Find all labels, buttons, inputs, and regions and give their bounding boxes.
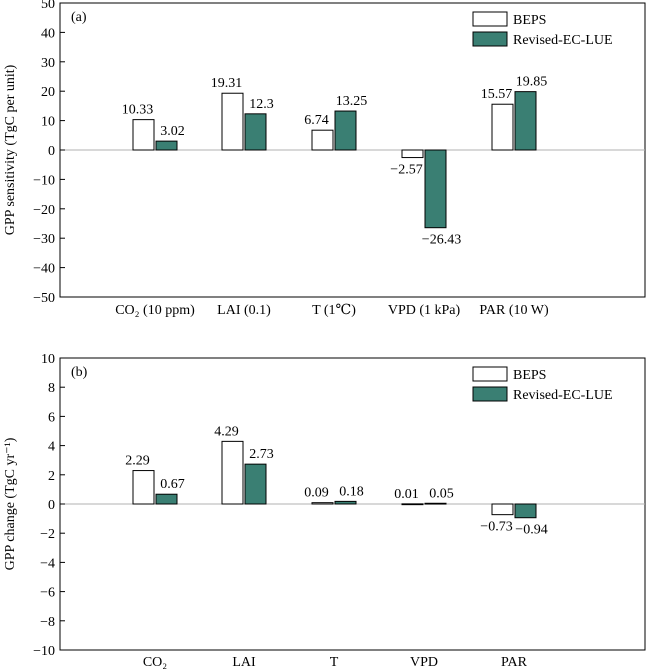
y-tick-label: 50 — [41, 0, 55, 12]
panel-label: (b) — [71, 365, 88, 380]
bar-beps — [491, 103, 514, 151]
legend-swatch-beps — [472, 366, 508, 382]
bar-value-label: 13.25 — [336, 94, 368, 109]
y-tick-label: −6 — [40, 586, 55, 601]
bar-value-label: −0.73 — [480, 520, 512, 535]
bar-value-label: −0.94 — [515, 523, 547, 538]
bar-beps — [311, 502, 334, 505]
y-tick-label: −4 — [40, 556, 55, 571]
category-label: T — [330, 655, 339, 670]
y-tick-label: −20 — [33, 203, 55, 218]
y-tick-label: −8 — [40, 615, 55, 630]
legend-label: BEPS — [513, 368, 546, 383]
bar-value-label: −26.43 — [422, 233, 461, 248]
category-label: PAR (10 W) — [479, 303, 549, 318]
chart-panel-a: −50 −40 −30 −20 −10 0 10 20 30 40 50 GPP sensitivit… — [3, 0, 646, 318]
bar-beps — [311, 129, 334, 151]
bar-value-label: 4.29 — [214, 424, 239, 439]
legend-swatch-revised-ec-lue — [472, 386, 508, 402]
y-tick-label: 0 — [48, 498, 55, 513]
bar-revised-ec-lue — [424, 502, 447, 505]
y-axis-title: GPP change (TgC yr⁻¹) — [3, 437, 18, 570]
bar-value-label: 2.73 — [249, 447, 274, 462]
bar-value-label: 10.33 — [122, 103, 154, 118]
legend-label: BEPS — [513, 13, 546, 28]
bar-beps — [401, 149, 424, 159]
bar-revised-ec-lue — [514, 503, 537, 519]
bar-revised-ec-lue — [155, 140, 178, 151]
category-label: LAI — [232, 655, 256, 670]
y-tick-label: 40 — [41, 26, 55, 41]
bar-value-label: 6.74 — [304, 113, 329, 128]
y-tick-label: 10 — [41, 352, 55, 367]
bar-revised-ec-lue — [334, 500, 357, 505]
y-tick-label: 2 — [48, 469, 55, 484]
bar-beps — [132, 470, 155, 505]
bar-value-label: 19.85 — [516, 75, 548, 90]
legend-swatch-revised-ec-lue — [472, 31, 508, 47]
y-tick-label: 4 — [48, 440, 55, 455]
bar-value-label: −2.57 — [390, 163, 422, 178]
bar-value-label: 0.05 — [429, 486, 454, 501]
y-tick-label: −30 — [33, 232, 55, 247]
chart-panel-b: −10 −8 −6 −4 −2 0 2 4 6 8 10 GPP change (TgC yr⁻¹) (… — [3, 352, 646, 670]
bar-beps — [491, 503, 514, 516]
bar-value-label: 0.18 — [339, 484, 364, 499]
bar-value-label: 19.31 — [211, 76, 243, 91]
bar-value-label: 15.57 — [481, 87, 513, 102]
category-label: LAI (0.1) — [217, 303, 271, 318]
y-tick-label: 20 — [41, 85, 55, 100]
category-label: T (1℃) — [312, 303, 356, 318]
y-tick-label: 0 — [48, 144, 55, 159]
y-tick-label: −40 — [33, 262, 55, 277]
bar-revised-ec-lue — [244, 113, 267, 151]
bar-beps — [401, 503, 424, 506]
bar-revised-ec-lue — [155, 493, 178, 505]
bar-revised-ec-lue — [424, 149, 447, 229]
legend-swatch-beps — [472, 11, 508, 27]
bar-value-label: 0.01 — [394, 487, 419, 502]
bar-revised-ec-lue — [244, 463, 267, 505]
y-tick-label: 6 — [48, 410, 55, 425]
bar-revised-ec-lue — [514, 91, 537, 151]
panel-label: (a) — [71, 10, 87, 25]
y-axis-title: GPP sensitivity (TgC per unit) — [3, 64, 18, 235]
bar-value-label: 0.09 — [304, 486, 329, 501]
bar-beps — [221, 440, 244, 505]
y-tick-label: −50 — [33, 291, 55, 306]
y-tick-label: −10 — [33, 173, 55, 188]
category-label: PAR — [501, 655, 528, 670]
bar-value-label: 2.29 — [125, 454, 150, 469]
category-label: VPD — [410, 655, 438, 670]
legend-label: Revised-EC-LUE — [513, 388, 613, 403]
y-tick-label: 8 — [48, 381, 55, 396]
category-label: VPD (1 kPa) — [388, 303, 461, 318]
bar-value-label: 0.67 — [160, 477, 185, 492]
bar-value-label: 3.02 — [160, 124, 185, 139]
y-tick-label: −2 — [40, 527, 55, 542]
y-tick-label: 30 — [41, 56, 55, 71]
bar-value-label: 12.3 — [249, 97, 274, 112]
bar-beps — [221, 92, 244, 151]
bar-beps — [132, 119, 155, 151]
bar-revised-ec-lue — [334, 110, 357, 151]
category-label: CO₂ (10 ppm) — [115, 303, 195, 318]
y-tick-label: −10 — [33, 644, 55, 659]
legend-label: Revised-EC-LUE — [513, 33, 613, 48]
category-label: CO₂ — [143, 655, 167, 670]
y-tick-label: 10 — [41, 115, 55, 130]
